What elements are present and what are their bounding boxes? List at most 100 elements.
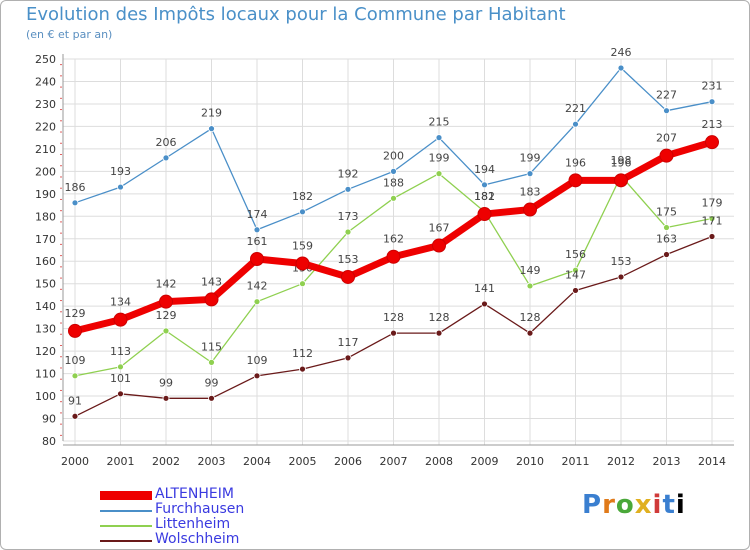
point-littenheim [572,266,579,274]
data-label-altenheim: 143 [201,275,222,288]
data-label-littenheim: 129 [156,309,177,322]
y-tick-label: 120 [35,345,56,358]
point-littenheim [299,280,306,288]
point-wolschheim [572,287,579,294]
chart-title: Evolution des Impôts locaux pour la Comm… [26,4,566,25]
point-altenheim [523,202,537,217]
point-altenheim [204,292,219,307]
data-label-wolschheim: 128 [429,311,450,324]
legend-swatch-littenheim [100,525,152,527]
point-wolschheim [208,394,215,402]
data-label-littenheim: 182 [474,190,495,203]
data-label-altenheim: 159 [292,239,313,252]
point-altenheim [341,269,355,284]
data-label-littenheim: 188 [383,176,404,189]
data-label-littenheim: 113 [110,345,131,358]
data-label-littenheim: 175 [656,206,677,219]
data-label-furchhausen: 193 [110,165,131,178]
point-littenheim [253,298,261,306]
legend-label-littenheim: Littenheim [155,516,231,532]
point-furchhausen [708,98,716,106]
x-tick-label: 2012 [607,455,635,468]
y-tick-label: 130 [35,323,56,336]
point-wolschheim [390,329,397,337]
x-tick-label: 2010 [516,455,544,468]
point-furchhausen [572,120,579,128]
point-altenheim [705,135,719,150]
data-label-wolschheim: 163 [656,232,677,245]
data-label-wolschheim: 147 [565,268,586,281]
point-littenheim [71,372,79,380]
y-tick-label: 150 [35,278,56,291]
point-furchhausen [344,185,352,193]
data-label-littenheim: 115 [201,340,222,353]
data-label-furchhausen: 221 [565,102,586,115]
legend-label-wolschheim: Wolschheim [155,531,240,547]
y-tick-label: 190 [35,188,56,201]
y-tick-label: 110 [35,368,56,381]
point-littenheim [208,358,215,366]
data-label-altenheim: 196 [565,156,586,169]
data-label-furchhausen: 200 [383,149,404,162]
y-tick-label: 220 [35,120,56,133]
point-wolschheim [253,372,261,380]
data-label-littenheim: 173 [338,210,359,223]
data-label-furchhausen: 206 [156,136,177,149]
point-altenheim [477,207,492,222]
data-label-littenheim: 142 [247,280,268,293]
point-wolschheim [708,233,716,240]
point-littenheim [117,363,124,371]
point-wolschheim [71,412,79,420]
data-label-furchhausen: 192 [338,167,359,180]
point-furchhausen [663,107,670,115]
data-label-furchhausen: 215 [429,116,450,129]
y-tick-label: 160 [35,255,56,268]
point-furchhausen [526,170,534,178]
x-tick-label: 2013 [653,455,681,468]
y-tick-label: 80 [42,435,56,448]
point-furchhausen [253,226,261,234]
point-altenheim [113,312,128,327]
data-label-altenheim: 134 [110,296,131,309]
data-label-wolschheim: 153 [611,255,632,268]
y-tick-label: 100 [35,390,56,403]
data-label-wolschheim: 91 [68,394,82,407]
data-label-wolschheim: 112 [292,347,313,360]
x-tick-label: 2009 [471,455,499,468]
point-furchhausen [390,167,397,175]
point-furchhausen [299,208,306,216]
data-label-wolschheim: 99 [159,376,173,389]
data-label-altenheim: 162 [383,233,404,246]
point-altenheim [386,249,401,264]
data-label-furchhausen: 174 [247,208,268,221]
x-tick-label: 2005 [289,455,317,468]
x-tick-label: 2003 [198,455,226,468]
x-tick-label: 2014 [698,455,726,468]
point-altenheim [159,294,173,309]
data-label-altenheim: 196 [611,156,632,169]
point-altenheim [568,173,583,188]
x-tick-label: 2007 [380,455,408,468]
proxiti-logo[interactable]: Proxiti [582,490,686,520]
point-littenheim [390,194,397,202]
point-altenheim [295,256,310,271]
point-altenheim [659,148,674,163]
y-tick-label: 210 [35,143,56,156]
data-label-wolschheim: 128 [383,311,404,324]
data-label-furchhausen: 246 [611,46,632,59]
data-label-furchhausen: 199 [520,152,541,165]
data-label-altenheim: 183 [520,186,541,199]
data-label-furchhausen: 231 [702,80,723,93]
legend-item-littenheim: Littenheim [100,516,360,533]
point-furchhausen [162,154,170,162]
point-furchhausen [481,181,488,189]
data-label-wolschheim: 141 [474,282,495,295]
legend-label-furchhausen: Furchhausen [155,501,245,517]
data-label-littenheim: 156 [565,248,586,261]
point-altenheim [68,323,82,338]
data-label-littenheim: 109 [65,354,86,367]
data-label-altenheim: 181 [474,190,495,203]
point-furchhausen [617,64,625,72]
y-tick-label: 200 [35,165,56,178]
